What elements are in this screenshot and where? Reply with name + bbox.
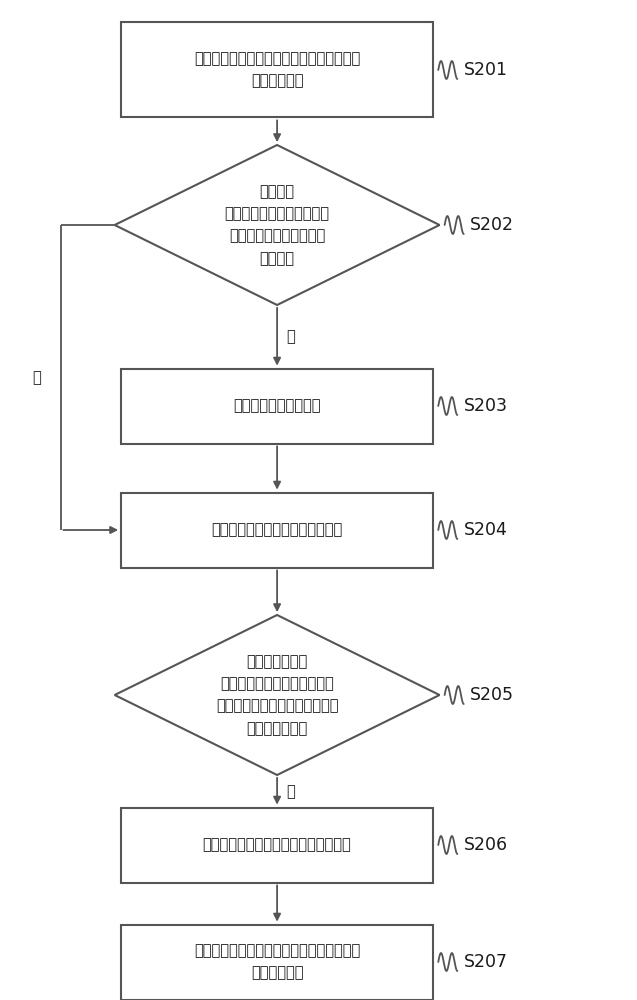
Text: S206: S206: [464, 836, 508, 854]
Text: 将所述待管理物品录入物品使用记录中: 将所述待管理物品录入物品使用记录中: [203, 838, 352, 852]
Bar: [121, 924, 433, 1000]
Text: 判断所述
待管理物品的生产日期是否
为所述同类物品中最早的
生产日期: 判断所述 待管理物品的生产日期是否 为所述同类物品中最早的 生产日期: [225, 184, 329, 266]
Text: S205: S205: [470, 686, 514, 704]
Text: 否: 否: [287, 329, 296, 344]
Polygon shape: [115, 145, 440, 305]
Text: 是: 是: [32, 370, 41, 385]
Text: 获取所述物品记录中包含所述待管理物品在
内的同类物品: 获取所述物品记录中包含所述待管理物品在 内的同类物品: [194, 51, 360, 89]
Text: S204: S204: [464, 521, 508, 539]
Text: S201: S201: [464, 61, 508, 79]
Bar: [121, 493, 433, 568]
Text: 通过手机发出提示信息: 通过手机发出提示信息: [233, 398, 321, 414]
Text: 更新所述待管理物品的相关记录条目记录的
物品管理信息: 更新所述待管理物品的相关记录条目记录的 物品管理信息: [194, 943, 360, 981]
Polygon shape: [115, 615, 440, 775]
Bar: [121, 22, 433, 117]
Bar: [121, 368, 433, 444]
Text: 是: 是: [287, 784, 296, 799]
Text: S202: S202: [470, 216, 514, 234]
Text: 判断是否将所述
同类物品中保质期过期日期最
早的待管理物品作为用户优先使
用的待管理物品: 判断是否将所述 同类物品中保质期过期日期最 早的待管理物品作为用户优先使 用的待…: [216, 654, 338, 736]
Text: 通过手机接收用户输入的选择信息: 通过手机接收用户输入的选择信息: [211, 522, 343, 538]
Text: S203: S203: [464, 397, 508, 415]
Bar: [121, 808, 433, 882]
Text: S207: S207: [464, 953, 508, 971]
